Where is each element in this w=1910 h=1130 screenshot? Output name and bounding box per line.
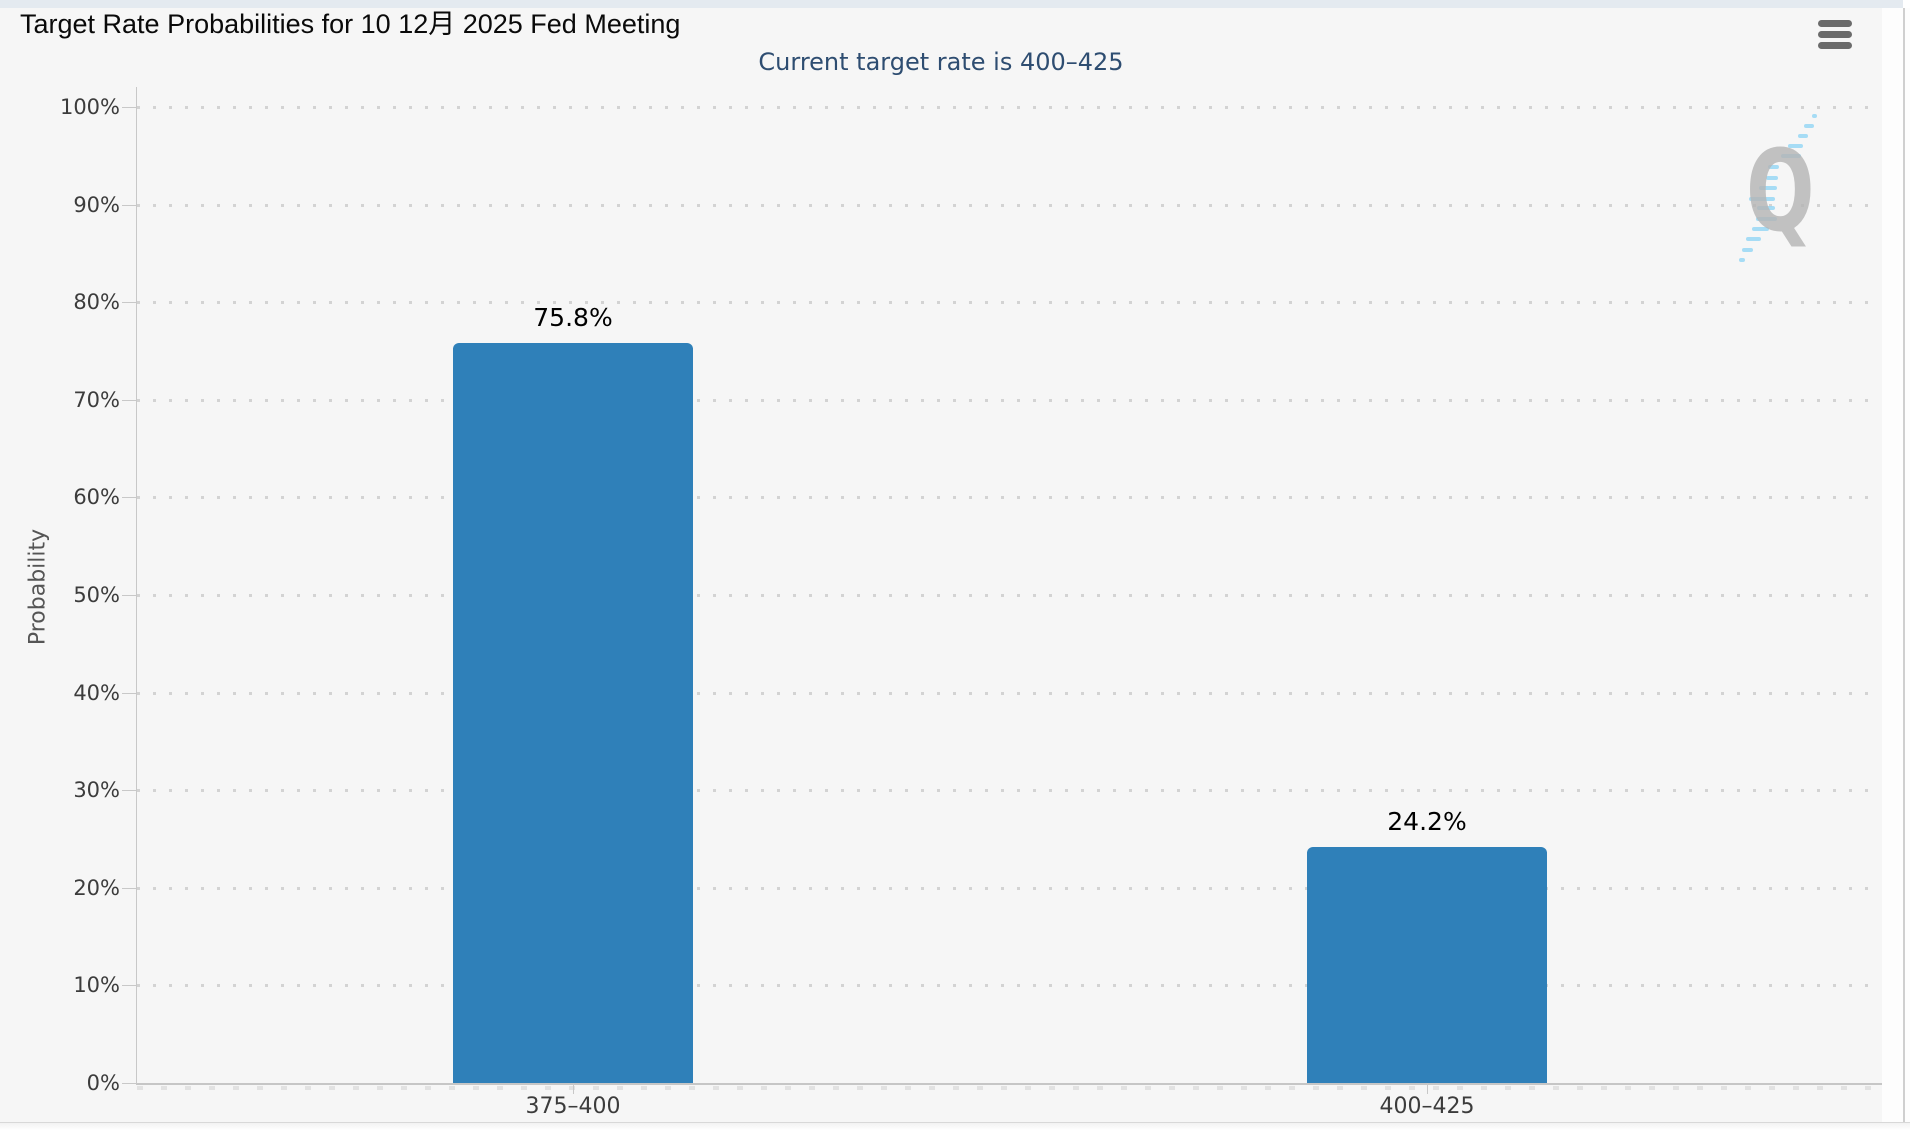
- gridline: [137, 106, 1880, 109]
- right-border-line: [1903, 8, 1905, 1122]
- y-tick-label: 20%: [73, 875, 120, 900]
- y-tick: [122, 107, 137, 108]
- hamburger-menu-icon[interactable]: [1810, 12, 1860, 56]
- y-tick: [122, 1083, 137, 1084]
- y-axis-line: [136, 87, 137, 1084]
- y-tick-label: 100%: [59, 95, 120, 119]
- hamburger-bar: [1818, 30, 1852, 38]
- y-tick: [122, 302, 137, 304]
- y-tick: [122, 204, 137, 206]
- bottom-divider: [0, 1122, 1910, 1123]
- y-tick: [122, 595, 137, 596]
- bottom-strip: [0, 1123, 1910, 1130]
- chart-title: Target Rate Probabilities for 10 12月 202…: [20, 9, 681, 39]
- y-tick: [122, 497, 137, 499]
- y-tick: [122, 692, 137, 694]
- hamburger-bar: [1818, 41, 1852, 49]
- y-tick-label: 90%: [73, 192, 120, 217]
- y-tick-label: 80%: [73, 290, 120, 315]
- right-gutter: [1882, 8, 1910, 1122]
- gridline: [137, 984, 1880, 988]
- x-tick: [573, 1083, 574, 1094]
- gridline: [137, 691, 1880, 695]
- x-tick: [1427, 1083, 1428, 1094]
- y-tick: [122, 790, 137, 792]
- top-divider: [0, 0, 1903, 8]
- bar-375-400[interactable]: [453, 343, 693, 1083]
- y-tick: [122, 399, 137, 401]
- y-tick-label: 30%: [73, 778, 120, 803]
- gridline: [137, 496, 1880, 500]
- bar-value-label: 75.8%: [533, 303, 613, 333]
- x-axis-minor-ticks: [137, 1086, 1880, 1090]
- hamburger-bar: [1818, 19, 1852, 27]
- gridline: [137, 886, 1880, 890]
- y-tick-label: 10%: [73, 973, 120, 998]
- y-tick-label: 50%: [73, 583, 120, 607]
- x-axis-line: [136, 1083, 1882, 1085]
- gridline: [137, 594, 1880, 597]
- x-tick-label: 400–425: [1379, 1094, 1475, 1119]
- chart-card: [0, 8, 1882, 1122]
- bar-value-label: 24.2%: [1387, 806, 1467, 836]
- y-tick-label: 70%: [73, 387, 120, 412]
- y-tick-label: 0%: [86, 1071, 120, 1095]
- x-tick-label: 375–400: [525, 1094, 621, 1119]
- gridline: [137, 301, 1880, 305]
- bar-400-425[interactable]: [1307, 846, 1547, 1083]
- chart-subtitle: Current target rate is 400–425: [758, 48, 1124, 76]
- y-tick-label: 40%: [73, 680, 120, 705]
- gridline: [137, 203, 1880, 207]
- gridline: [137, 789, 1880, 793]
- y-tick: [122, 887, 137, 889]
- y-tick: [122, 985, 137, 987]
- gridline: [137, 398, 1880, 402]
- y-tick-label: 60%: [73, 485, 120, 510]
